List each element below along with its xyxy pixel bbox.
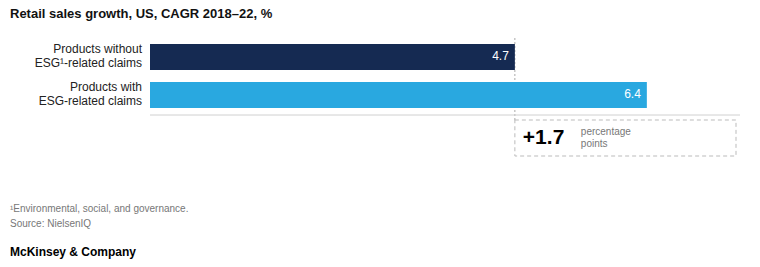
brand: McKinsey & Company (10, 245, 136, 259)
bars (150, 44, 647, 108)
annotation-detail: percentagepoints (581, 126, 631, 149)
labels: Products withoutESG¹-related claims 4.7 Pr… (35, 42, 642, 108)
footnote: Source: NielsenIQ (10, 218, 91, 229)
x-axis-line (150, 115, 740, 116)
footnote: ¹Environmental, social, and governance. (10, 203, 188, 214)
title: Retail sales growth, US, CAGR 2018–22, % (10, 6, 273, 21)
bar (150, 82, 647, 108)
data-label: 6.4 (624, 87, 641, 101)
category-label: Products withoutESG¹-related claims (35, 42, 143, 70)
category-label: Products withESG-related claims (39, 80, 142, 108)
annotation-value: +1.7 (523, 125, 564, 148)
bar (150, 44, 515, 70)
annotation-box (515, 120, 736, 156)
data-label: 4.7 (492, 49, 509, 63)
chart: Retail sales growth, US, CAGR 2018–22, %… (0, 0, 760, 267)
